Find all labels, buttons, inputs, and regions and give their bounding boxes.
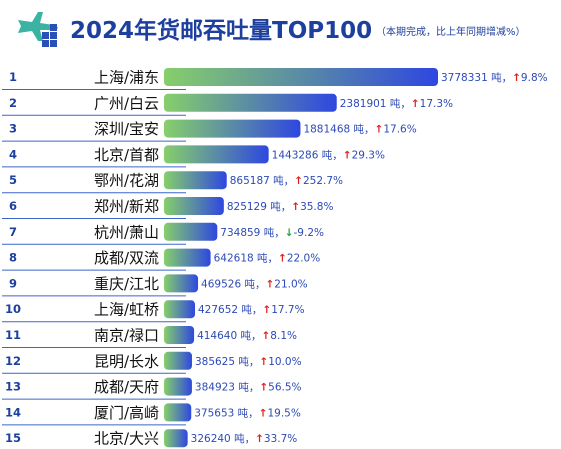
bar [164,403,192,422]
airport-label: 南京/禄口 [94,327,159,345]
rank-label: 7 [9,225,17,239]
bar [164,197,224,215]
bar [164,93,337,112]
bar-row: 5 鄂州/花湖 865187 吨，↑252.7% [2,171,343,194]
bar [164,300,196,319]
airport-label: 上海/浦东 [94,69,159,87]
value-label: 384923 吨，↑56.5% [195,381,302,394]
bar-row: 10 上海/虹桥 427652 吨，↑17.7% [2,300,305,323]
value-label: 734859 吨，↓-9.2% [220,226,324,239]
airport-label: 成都/天府 [94,378,159,396]
bar [164,429,188,448]
airport-label: 北京/首都 [94,146,159,164]
bar [164,171,227,190]
rank-label: 5 [9,173,17,187]
page-subtitle: （本期完成，比上年同期增减%） [376,27,526,38]
value-label: 427652 吨，↑17.7% [198,303,305,316]
header: 2024年货邮吞吐量TOP100 （本期完成，比上年同期增减%） [0,0,561,58]
rank-label: 4 [9,147,17,161]
bar-row: 6 郑州/新郑 825129 吨，↑35.8% [2,197,333,219]
value-label: 469526 吨，↑21.0% [201,277,308,290]
bar [164,145,269,164]
bar-row: 9 重庆/江北 469526 吨，↑21.0% [2,274,308,297]
bar-row: 12 昆明/长水 385625 吨，↑10.0% [2,351,302,374]
bar [164,222,218,241]
airport-label: 成都/双流 [94,249,159,267]
bar [164,68,438,86]
rank-label: 3 [9,122,17,136]
bar [164,248,211,267]
value-label: 385625 吨，↑10.0% [195,355,302,368]
value-label: 2381901 吨，↑17.3% [340,97,453,110]
bar-row: 4 北京/首都 1443286 吨，↑29.3% [2,145,385,168]
airport-label: 郑州/新郑 [94,198,159,216]
bar-row: 8 成都/双流 642618 吨，↑22.0% [2,248,321,271]
value-label: 1881468 吨，↑17.6% [303,123,416,136]
bar-row: 14 厦门/高崎 375653 吨，↑19.5% [2,403,301,426]
rank-label: 15 [5,431,21,445]
cargo-plane-icon [18,12,58,47]
airport-label: 广州/白云 [94,94,159,112]
airport-label: 上海/虹桥 [94,301,159,319]
bar [164,274,199,293]
value-label: 825129 吨，↑35.8% [227,200,334,213]
airport-label: 杭州/萧山 [94,223,159,241]
bar-row: 7 杭州/萧山 734859 吨，↓-9.2% [2,222,324,245]
ranking-bar-chart: 1 上海/浦东 3778331 吨，↑9.8% 2 广州/白云 2381901 吨，↑17… [2,68,548,448]
value-label: 375653 吨，↑19.5% [194,406,301,419]
airport-label: 深圳/宝安 [94,120,159,138]
value-label: 1443286 吨，↑29.3% [272,148,385,161]
bar-row: 1 上海/浦东 3778331 吨，↑9.8% [2,68,548,90]
value-label: 414640 吨，↑8.1% [197,329,297,342]
bar-row: 13 成都/天府 384923 吨，↑56.5% [2,377,302,400]
rank-label: 10 [5,302,21,316]
airport-label: 厦门/高崎 [94,404,159,422]
rank-label: 8 [9,251,17,265]
bar-row: 2 广州/白云 2381901 吨，↑17.3% [2,93,453,116]
airport-label: 重庆/江北 [94,275,159,293]
bar-row: 3 深圳/宝安 1881468 吨，↑17.6% [2,119,417,142]
rank-label: 12 [5,354,21,368]
rank-label: 1 [9,70,17,84]
value-label: 865187 吨，↑252.7% [230,174,343,187]
rank-label: 14 [5,405,21,419]
bar [164,326,195,344]
value-label: 3778331 吨，↑9.8% [441,71,548,84]
bar [164,119,301,138]
rank-label: 6 [9,199,17,213]
rank-label: 2 [9,96,17,110]
airport-label: 北京/大兴 [94,430,159,448]
airport-label: 昆明/长水 [94,352,159,370]
rank-label: 11 [5,328,21,342]
bar [164,351,192,370]
airport-label: 鄂州/花湖 [94,172,159,190]
bar-row: 11 南京/禄口 414640 吨，↑8.1% [2,326,297,348]
page-title: 2024年货邮吞吐量TOP100 [70,18,373,44]
rank-label: 9 [9,276,17,290]
value-label: 326240 吨，↑33.7% [191,432,298,445]
value-label: 642618 吨，↑22.0% [214,252,321,265]
bar-row: 15 北京/大兴 326240 吨，↑33.7% [5,429,298,448]
bar [164,377,192,396]
rank-label: 13 [5,380,21,394]
